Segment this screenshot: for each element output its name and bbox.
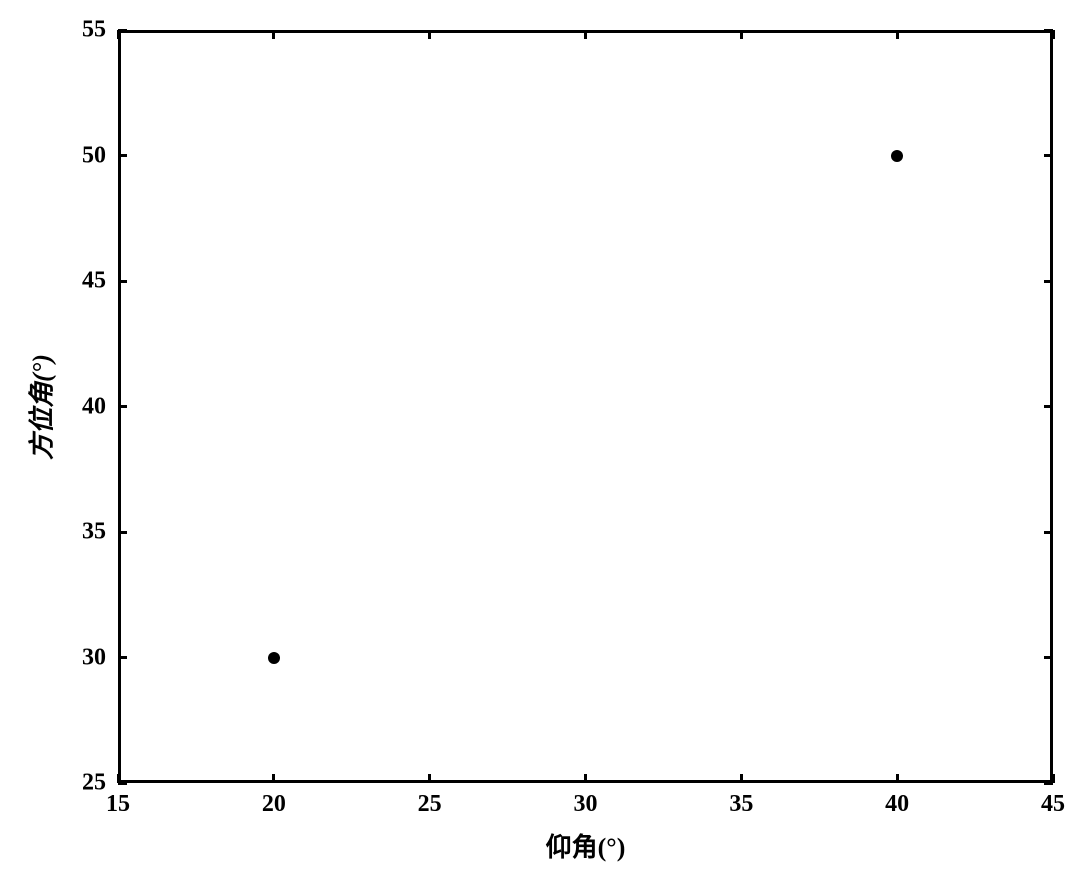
y-axis-label: 方位角(°) [22,354,59,460]
y-tick-right [1044,782,1053,785]
data-point [891,150,903,162]
plot-area [118,30,1053,783]
x-tick [740,774,743,783]
y-tick-right [1044,154,1053,157]
y-tick [118,154,127,157]
y-tick-label: 45 [82,268,106,295]
data-point [268,652,280,664]
y-tick-right [1044,405,1053,408]
x-tick-label: 30 [574,791,598,818]
x-tick-label: 25 [418,791,442,818]
y-tick-right [1044,531,1053,534]
y-tick [118,405,127,408]
y-tick-label: 35 [82,519,106,546]
x-tick-label: 45 [1041,791,1065,818]
x-tick-label: 20 [262,791,286,818]
y-tick [118,531,127,534]
x-tick-label: 35 [729,791,753,818]
y-tick-label: 40 [82,393,106,420]
x-tick [584,774,587,783]
y-tick-right [1044,29,1053,32]
y-tick-right [1044,280,1053,283]
y-tick-label: 30 [82,644,106,671]
x-tick [272,774,275,783]
y-tick [118,280,127,283]
y-tick-label: 55 [82,17,106,44]
y-tick [118,656,127,659]
x-tick-top [896,30,899,39]
x-tick-top [584,30,587,39]
x-tick [428,774,431,783]
y-tick [118,29,127,32]
x-tick-label: 40 [885,791,909,818]
x-tick-top [740,30,743,39]
figure: 15 20 25 30 35 40 45 25 30 35 40 45 50 55 仰角(°) 方位角(°… [0,0,1089,887]
y-tick-label: 25 [82,770,106,797]
x-tick-label: 15 [106,791,130,818]
y-tick-label: 50 [82,142,106,169]
y-tick [118,782,127,785]
x-tick [896,774,899,783]
x-tick-top [428,30,431,39]
x-axis-label: 仰角(°) [546,827,626,864]
y-tick-right [1044,656,1053,659]
x-tick-top [272,30,275,39]
